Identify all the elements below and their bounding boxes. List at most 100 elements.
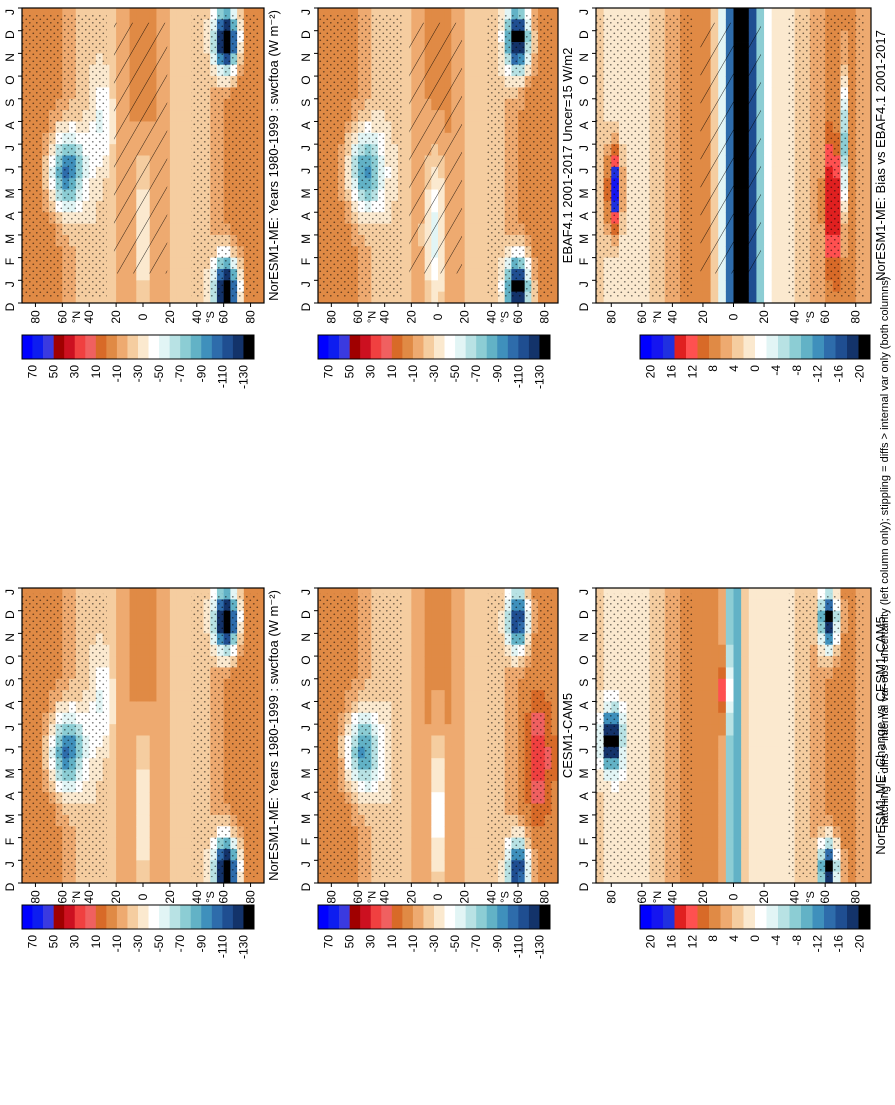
heat-cell xyxy=(471,291,479,304)
heat-cell xyxy=(471,87,479,100)
heat-cell xyxy=(257,189,265,202)
heat-cell xyxy=(464,837,472,850)
heat-cell xyxy=(431,780,439,793)
heat-cell xyxy=(458,678,466,691)
heat-cell xyxy=(451,633,459,646)
heat-cell xyxy=(444,280,452,293)
heat-cell xyxy=(786,8,796,20)
hatch-overlay xyxy=(700,22,761,274)
heat-cell xyxy=(478,633,486,646)
heat-cell xyxy=(176,633,184,646)
heat-cell xyxy=(418,633,426,646)
heat-cell xyxy=(438,848,446,861)
heat-cell xyxy=(156,280,164,293)
heat-cell xyxy=(176,860,184,873)
heat-cell xyxy=(169,53,178,66)
heat-cell xyxy=(122,268,130,281)
heat-cell xyxy=(176,42,184,54)
month-tick-label: A xyxy=(577,212,591,220)
heat-cell xyxy=(809,8,818,20)
heat-cell xyxy=(438,724,446,736)
heat-cell xyxy=(451,268,459,281)
heat-cell xyxy=(176,758,184,770)
colorbar-label: -30 xyxy=(131,365,145,383)
heat-cell xyxy=(82,8,90,20)
heat-cell xyxy=(176,30,184,43)
heat-cell xyxy=(250,291,258,304)
heat-cell xyxy=(176,8,184,20)
colorbar-swatch xyxy=(138,905,149,929)
heat-cell xyxy=(471,667,479,680)
heat-cell xyxy=(163,803,171,816)
heat-cell xyxy=(444,644,452,657)
heat-cell xyxy=(511,8,519,20)
heat-cell xyxy=(176,588,184,600)
heat-cell xyxy=(695,155,704,168)
heat-cell xyxy=(511,291,519,304)
month-tick-label: J xyxy=(577,145,591,151)
lat-tick-label: 60 xyxy=(351,310,365,324)
heat-cell xyxy=(464,64,472,77)
heat-cell xyxy=(243,8,251,20)
hemisphere-label: °N xyxy=(652,311,664,323)
heat-cell xyxy=(832,291,841,304)
heat-cell xyxy=(216,8,225,20)
heat-cell xyxy=(418,588,426,600)
heat-cell xyxy=(424,588,432,600)
heat-cell xyxy=(478,64,486,77)
heat-cell xyxy=(771,234,780,247)
heat-cell xyxy=(478,860,486,873)
heat-cell xyxy=(257,746,265,759)
heat-cell xyxy=(122,780,130,793)
heat-cell xyxy=(116,667,124,680)
heat-cell xyxy=(176,780,184,793)
heat-cell xyxy=(471,8,479,20)
heat-cell xyxy=(156,814,164,827)
heat-cell xyxy=(478,98,486,111)
heat-cell xyxy=(771,8,780,20)
heat-cell xyxy=(176,280,184,293)
colorbar-swatch xyxy=(64,905,76,929)
heat-cell xyxy=(451,644,459,657)
heat-cell xyxy=(424,792,432,804)
heat-cell xyxy=(109,223,117,236)
heat-cell xyxy=(680,8,689,20)
month-tick-label: D xyxy=(3,30,17,39)
colorbar: 70 50 30 10 -10 -30 -50 -70 -90 -110 -130 xyxy=(317,334,551,389)
heat-cell xyxy=(411,280,419,293)
heat-cell xyxy=(464,246,472,259)
heat-cell xyxy=(438,622,446,634)
heat-cell xyxy=(378,291,386,304)
colorbar-swatch xyxy=(858,335,871,359)
heat-cell xyxy=(116,599,124,612)
heat-cell xyxy=(169,769,178,782)
heat-cell xyxy=(471,746,479,759)
heat-cell xyxy=(471,735,479,748)
heat-cell xyxy=(478,871,486,884)
heat-cell xyxy=(411,678,419,691)
heat-cell xyxy=(863,246,872,259)
heat-cell xyxy=(657,291,666,304)
lat-tick-label: 0 xyxy=(136,893,150,900)
heat-cell xyxy=(418,837,426,850)
heat-cell xyxy=(136,871,144,884)
heat-cell xyxy=(143,735,151,748)
colorbar-swatch xyxy=(211,905,223,929)
heat-cell xyxy=(478,837,486,850)
heat-cell xyxy=(603,8,612,20)
heat-cell xyxy=(444,758,452,770)
heat-cell xyxy=(478,8,486,20)
heat-cell xyxy=(129,724,137,736)
heat-cell xyxy=(771,64,780,77)
heat-cell xyxy=(431,701,439,714)
heat-cell xyxy=(551,132,559,145)
heat-cell xyxy=(109,87,117,100)
heat-cell xyxy=(176,166,184,179)
heat-cell xyxy=(176,64,184,77)
heat-cell xyxy=(411,712,419,725)
month-tick-label: O xyxy=(299,75,313,84)
heat-cell xyxy=(695,64,704,77)
heat-cell xyxy=(424,814,432,827)
colorbar-swatch xyxy=(74,905,86,929)
